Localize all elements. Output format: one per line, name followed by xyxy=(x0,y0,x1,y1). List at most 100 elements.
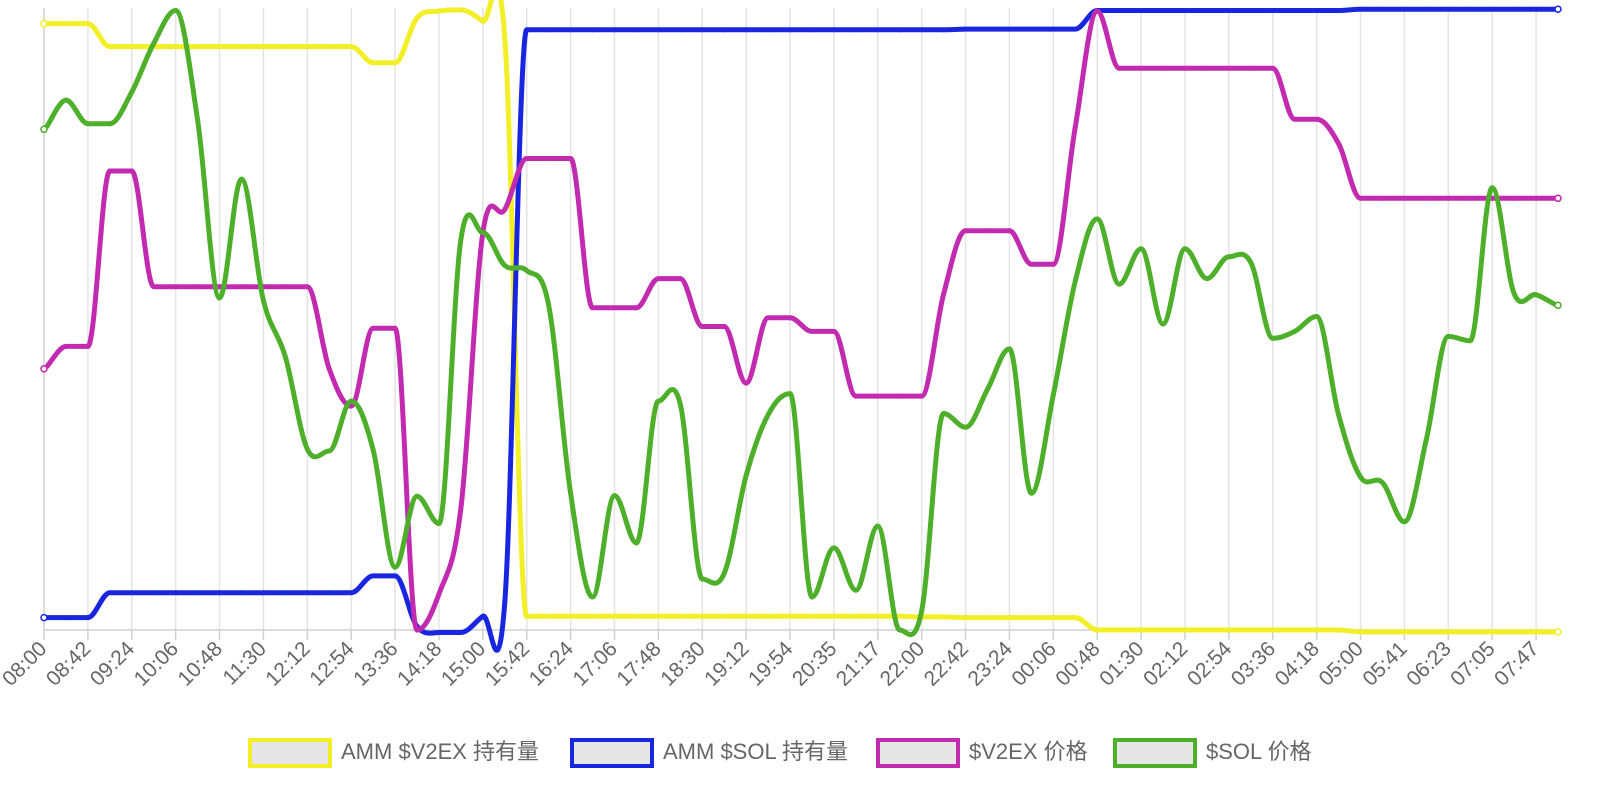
data-point xyxy=(1314,116,1320,122)
data-point xyxy=(1358,6,1363,12)
data-point xyxy=(63,97,69,103)
data-point xyxy=(1006,228,1012,234)
x-tick-label: 15:42 xyxy=(481,637,534,690)
data-point xyxy=(1533,6,1539,12)
data-point xyxy=(502,263,508,268)
series-line xyxy=(41,0,1561,635)
data-point xyxy=(40,125,48,134)
data-point xyxy=(1204,65,1210,71)
data-point xyxy=(436,630,442,635)
data-point xyxy=(1533,195,1539,201)
data-point xyxy=(1182,65,1188,71)
data-point xyxy=(853,613,859,619)
data-point xyxy=(875,613,881,619)
data-point xyxy=(1533,629,1539,635)
x-tick-label: 12:12 xyxy=(261,637,314,690)
data-point xyxy=(963,424,969,430)
x-tick-label: 04:18 xyxy=(1271,637,1324,690)
x-tick-label: 00:06 xyxy=(1007,637,1060,690)
data-point xyxy=(1270,627,1276,633)
x-tick-label: 15:00 xyxy=(437,637,490,690)
x-tick-label: 07:05 xyxy=(1446,637,1499,690)
data-point xyxy=(282,590,288,596)
x-tick-label: 01:30 xyxy=(1095,637,1148,690)
data-point xyxy=(590,27,596,33)
data-point xyxy=(568,490,574,496)
data-point xyxy=(853,587,859,593)
data-point xyxy=(85,343,91,349)
data-point xyxy=(1160,627,1166,633)
data-point xyxy=(699,27,705,33)
data-point xyxy=(546,613,552,619)
data-point xyxy=(107,44,113,50)
data-point xyxy=(524,613,530,619)
data-point xyxy=(1050,615,1056,621)
data-point xyxy=(1467,195,1473,201)
data-point xyxy=(963,228,969,234)
data-point xyxy=(1533,292,1539,298)
data-point xyxy=(173,8,179,13)
x-tick-label: 09:24 xyxy=(86,637,140,691)
x-tick-label: 14:18 xyxy=(393,637,446,690)
data-point xyxy=(941,411,947,416)
data-point xyxy=(173,590,179,596)
series-line xyxy=(41,6,1561,653)
x-tick-label: 00:48 xyxy=(1051,637,1104,690)
data-point xyxy=(239,284,244,290)
data-point xyxy=(414,627,420,633)
data-point xyxy=(1445,195,1451,201)
data-point xyxy=(173,284,179,290)
legend-item[interactable]: $SOL 价格 xyxy=(1113,738,1312,768)
data-point xyxy=(1116,281,1122,287)
data-point xyxy=(612,27,617,33)
series-lines xyxy=(40,0,1562,653)
legend-item[interactable]: AMM $SOL 持有量 xyxy=(570,738,848,768)
data-point xyxy=(326,44,332,50)
data-point xyxy=(480,18,486,24)
data-point xyxy=(63,615,69,621)
data-point xyxy=(765,27,771,33)
legend-item[interactable]: AMM $V2EX 持有量 xyxy=(248,738,539,768)
data-point xyxy=(1423,629,1429,635)
data-point xyxy=(195,590,201,596)
x-tick-label: 02:12 xyxy=(1139,637,1192,690)
data-point xyxy=(260,590,266,596)
data-point xyxy=(458,7,464,13)
data-point xyxy=(941,27,947,33)
data-point xyxy=(1511,291,1517,296)
data-point xyxy=(392,60,398,66)
data-point xyxy=(524,268,530,273)
data-point xyxy=(831,613,837,619)
data-point xyxy=(590,613,596,619)
data-point xyxy=(1554,5,1562,13)
data-point xyxy=(787,27,793,33)
data-point xyxy=(458,236,464,242)
data-point xyxy=(1423,195,1429,201)
data-point xyxy=(1445,333,1451,339)
data-point xyxy=(1138,8,1144,13)
data-point xyxy=(677,276,683,282)
data-point xyxy=(370,447,376,453)
data-point xyxy=(370,325,376,331)
data-point xyxy=(1314,8,1320,13)
data-point xyxy=(985,26,990,32)
data-point xyxy=(743,473,749,479)
series-1 xyxy=(40,5,1562,653)
series-3 xyxy=(40,8,1562,637)
data-point xyxy=(85,21,91,27)
data-point xyxy=(875,393,881,399)
data-point xyxy=(458,630,464,635)
data-point xyxy=(414,15,420,21)
data-point xyxy=(107,121,113,127)
legend-item[interactable]: $V2EX 价格 xyxy=(876,738,1088,768)
x-axis: 08:0008:4209:2410:0610:4811:3012:1212:54… xyxy=(0,629,1558,691)
data-point xyxy=(107,590,113,596)
data-point xyxy=(1423,6,1429,12)
data-point xyxy=(633,27,639,33)
data-point xyxy=(1204,276,1210,282)
data-point xyxy=(502,207,508,212)
data-point xyxy=(590,594,596,600)
data-point xyxy=(787,613,793,619)
data-point xyxy=(1358,474,1363,480)
